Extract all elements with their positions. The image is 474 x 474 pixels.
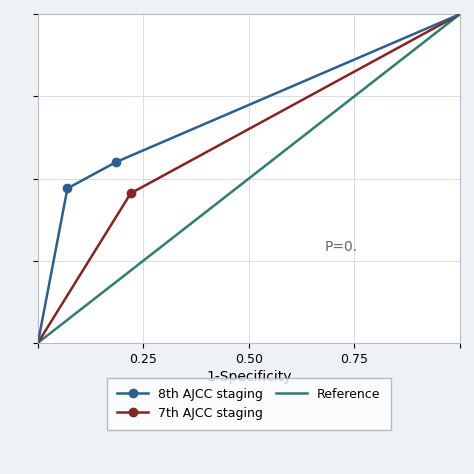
- X-axis label: 1-Specificity: 1-Specificity: [206, 370, 292, 384]
- Text: P=0.: P=0.: [325, 240, 358, 254]
- Legend: 8th AJCC staging, 7th AJCC staging, Reference: 8th AJCC staging, 7th AJCC staging, Refe…: [107, 378, 391, 430]
